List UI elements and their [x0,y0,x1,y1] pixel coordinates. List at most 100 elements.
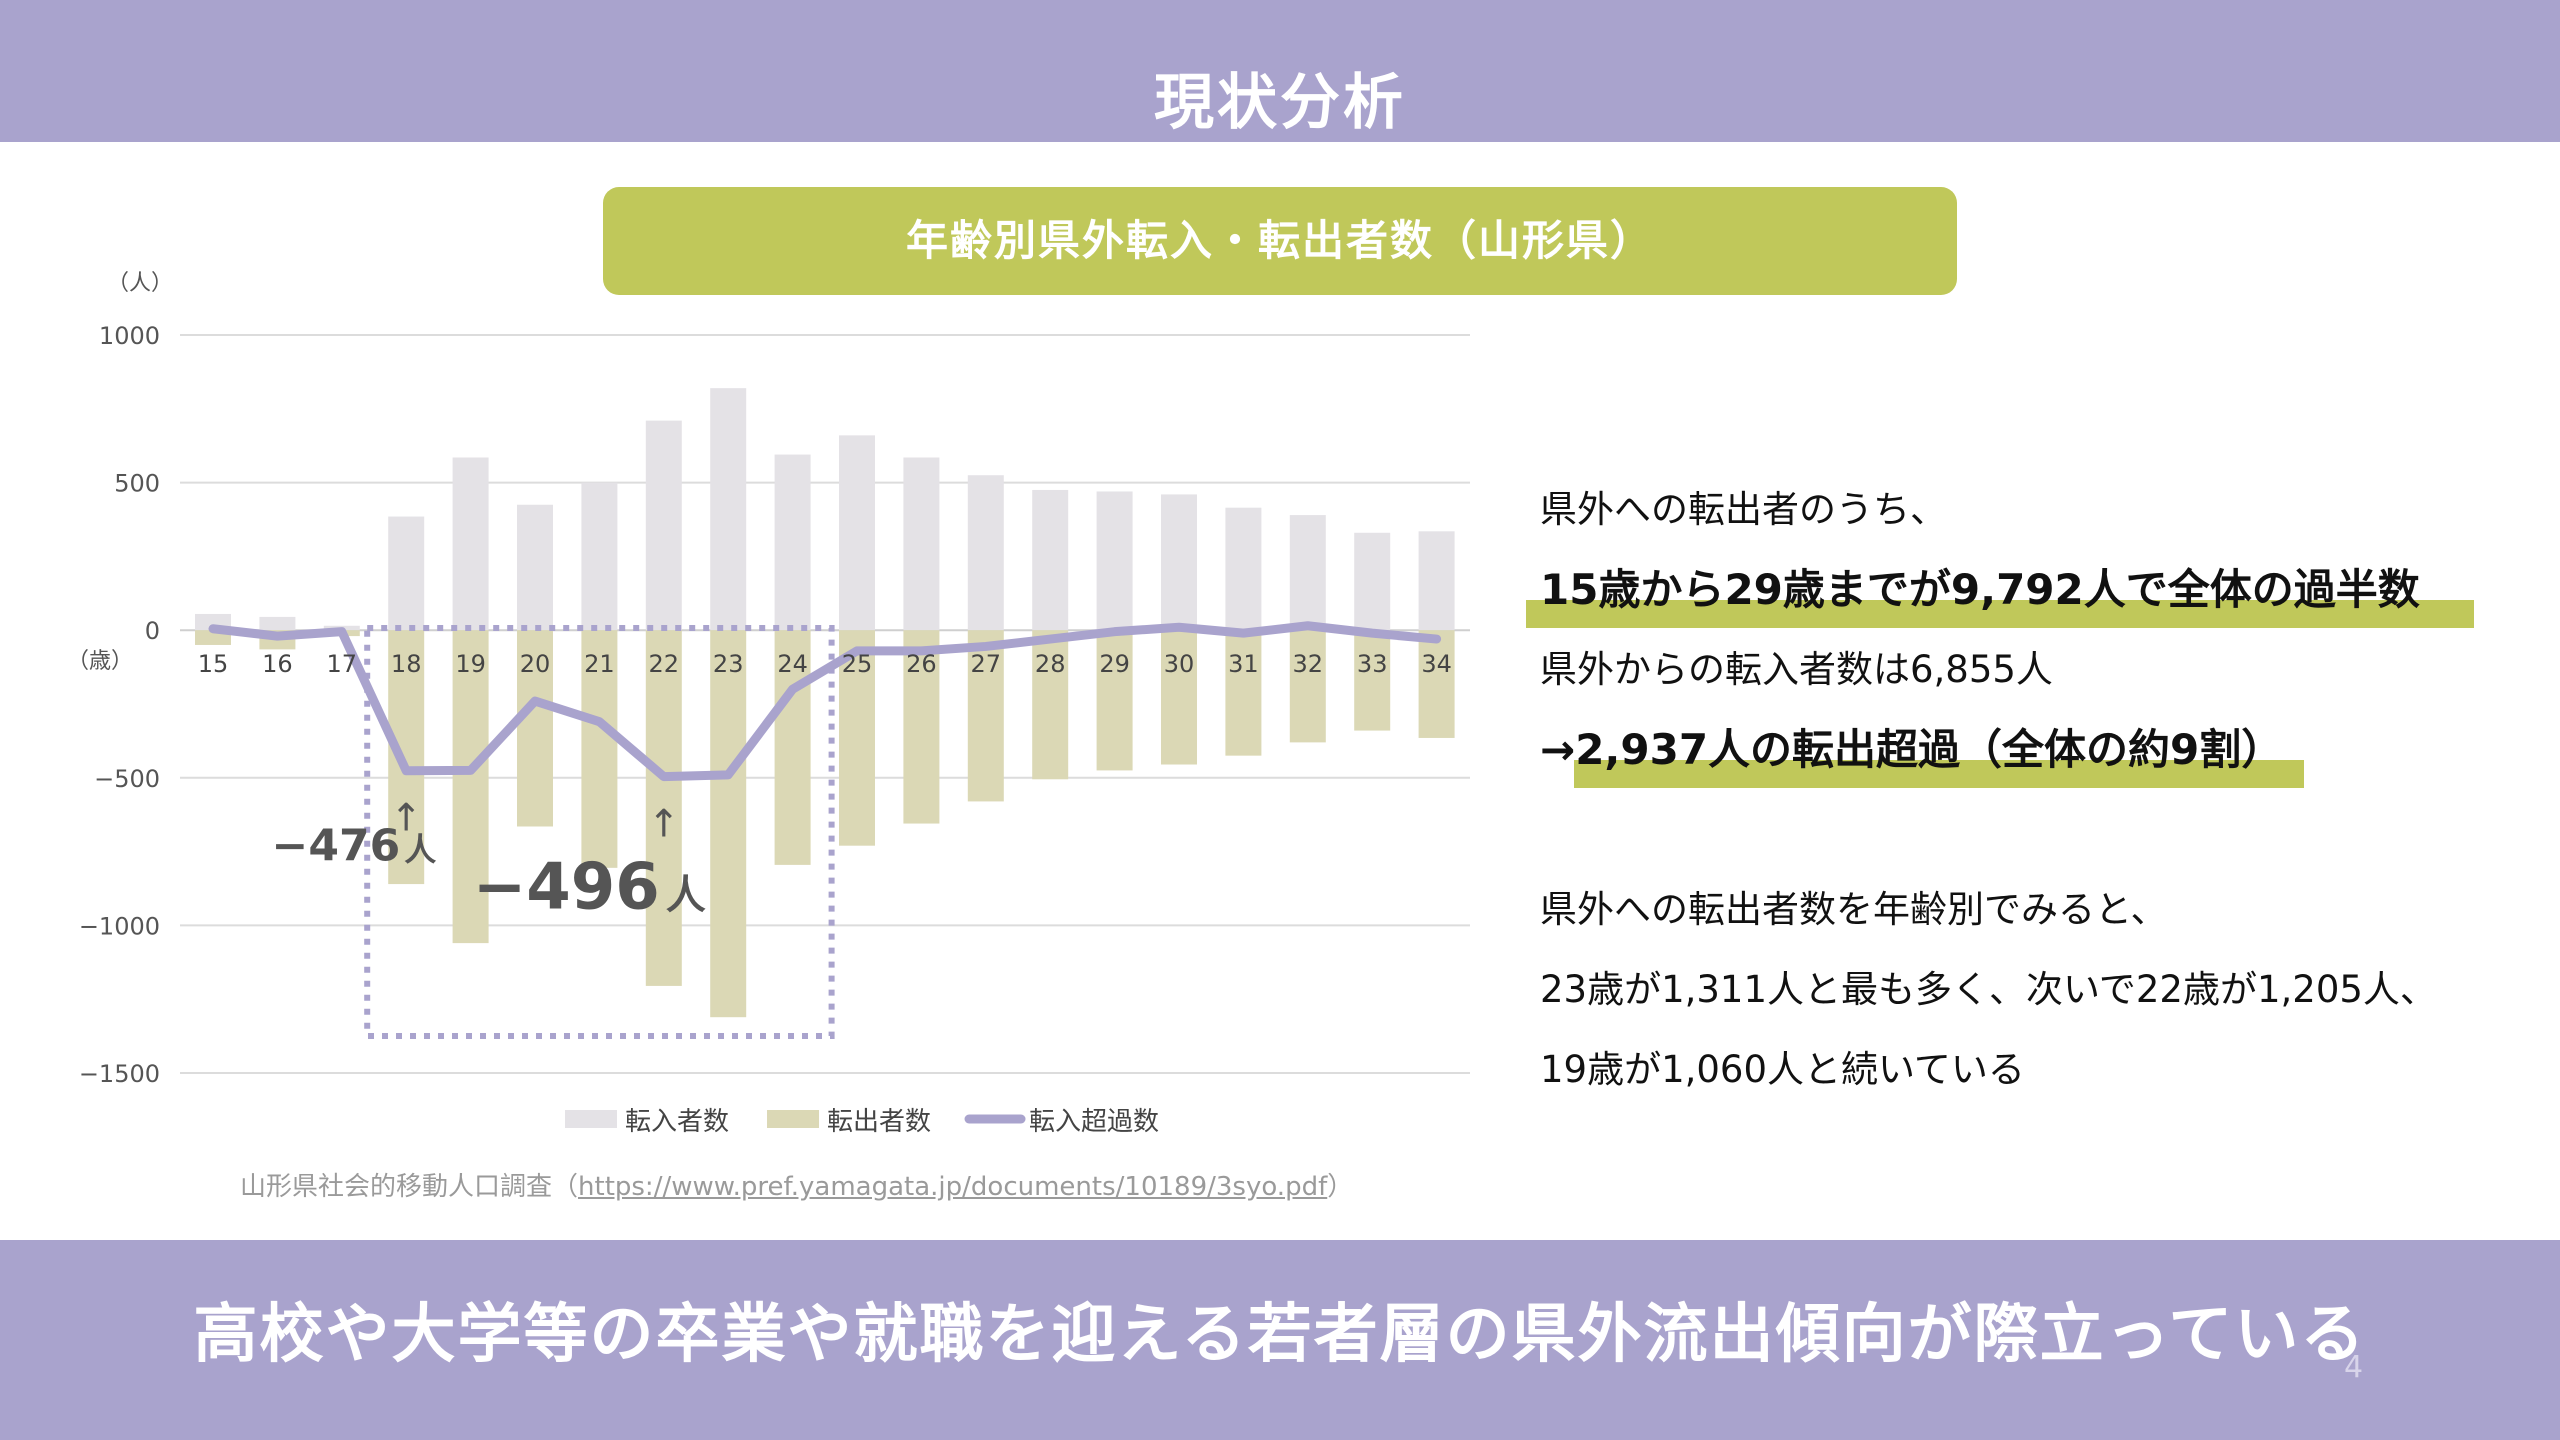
summary-line-3: 県外からの転入者数は6,855人 [1540,648,2053,691]
bar-転出者数-23 [710,630,747,1018]
legend-swatch-転入者数 [565,1110,617,1128]
legend-label-転出者数: 転出者数 [827,1107,931,1137]
x-tick-label: 15 [198,650,229,678]
bar-転入者数-25 [839,435,875,631]
x-tick-label: 32 [1293,650,1324,678]
footer-band: 高校や大学等の卒業や就職を迎える若者層の県外流出傾向が際立っている 4 [0,1240,2560,1440]
x-tick-label: 22 [649,650,680,678]
header-band: 現状分析 [0,0,2560,142]
highlight-box [364,625,835,1039]
summary-line-4: →2,937人の転出超過（全体の約9割） [1540,725,2284,774]
chart-title-pill: 年齢別県外転入・転出者数（山形県） [603,187,1957,295]
bar-転出者数-21 [581,630,618,868]
conclusion-message: 高校や大学等の卒業や就職を迎える若者層の県外流出傾向が際立っている [193,1298,2367,1372]
bar-転入者数-34 [1418,531,1455,631]
bar-転入者数-28 [1032,489,1069,631]
highlight-bar-2 [1574,760,2304,788]
bar-転出者数-19 [452,630,489,944]
bar-転出者数-31 [1225,630,1262,756]
bar-転入者数-20 [517,504,553,631]
x-tick-label: 19 [455,650,486,678]
bar-転出者数-22 [645,630,682,986]
y-tick-label: −500 [94,765,160,793]
bar-転入者数-18 [388,516,425,631]
y-tick-label: 0 [145,617,160,645]
highlight-bar-1 [1526,600,2474,628]
annotation-arrow: ↑ [390,796,422,840]
source-link[interactable]: https://www.pref.yamagata.jp/documents/1… [578,1172,1328,1202]
annotation-arrow: ↑ [648,802,680,846]
source-citation: 山形県社会的移動人口調査（https://www.pref.yamagata.j… [240,1166,1353,1203]
source-suffix: ） [1327,1172,1354,1202]
bar-転入者数-16 [259,616,296,631]
x-tick-label: 34 [1421,650,1452,678]
x-tick-label: 26 [906,650,937,678]
bar-転入者数-21 [581,482,618,631]
summary-line-6: 23歳が1,311人と最も多く、次いで22歳が1,205人、 [1540,968,2437,1011]
x-tick-label: 18 [391,650,422,678]
bar-転入者数-32 [1289,515,1326,631]
x-tick-label: 16 [262,650,293,678]
summary-line-7: 19歳が1,060人と続いている [1540,1048,2025,1091]
x-tick-label: 29 [1099,650,1130,678]
x-tick-label: 21 [584,650,615,678]
annotation-value: −496 [473,851,660,925]
x-tick-label: 24 [777,650,808,678]
bar-転出者数-32 [1289,630,1326,743]
legend-swatch-転出者数 [767,1110,820,1128]
y-tick-label: −1000 [79,912,160,940]
bar-転入者数-22 [645,420,682,631]
chart: 1000 500 0 −500 −1000 −1500 （人） （歳） 15 16 17 18 19 20… [67,271,1470,1137]
x-tick-label: 20 [520,650,551,678]
summary-line-4-wrap: →2,937人の転出超過（全体の約9割） [1540,710,2540,790]
summary-line-1: 県外への転出者のうち、 [1540,488,1947,531]
summary-line-2: 15歳から29歳までが9,792人で全体の過半数 [1540,565,2420,614]
bar-転入者数-26 [903,457,940,631]
x-unit-label: （歳） [67,649,133,674]
x-tick-label: 27 [971,650,1002,678]
annotation-unit: 人 [404,831,436,869]
legend-label-転入超過数: 転入超過数 [1029,1107,1159,1137]
x-tick-label: 30 [1164,650,1195,678]
summary-line-5: 県外への転出者数を年齢別でみると、 [1540,888,2168,931]
y-tick-label: −1500 [79,1060,160,1088]
bar-転出者数-34 [1418,630,1455,738]
line-転入超過数 [208,621,1442,782]
x-tick-label: 25 [842,650,873,678]
x-tick-label: 33 [1357,650,1388,678]
bar-転出者数-26 [903,630,940,824]
bar-転出者数-27 [967,630,1004,802]
bar-転入者数-27 [967,475,1004,631]
bar-転出者数-33 [1354,630,1391,731]
legend-label-転入者数: 転入者数 [625,1107,729,1137]
x-tick-label: 31 [1228,650,1259,678]
bar-転出者数-24 [774,630,811,865]
x-tick-label: 23 [713,650,744,678]
x-tick-label: 28 [1035,650,1066,678]
bar-転出者数-28 [1032,630,1069,780]
page-title: 現状分析 [1154,68,1406,138]
bar-転入者数-31 [1225,507,1262,631]
summary-text: 県外への転出者のうち、 15歳から29歳までが9,792人で全体の過半数 県外か… [1526,470,2540,1110]
bar-転出者数-29 [1096,630,1133,771]
bar-転出者数-30 [1161,630,1197,765]
annotation-value: −476 [271,821,400,872]
bar-転入者数-19 [452,457,489,631]
bar-転出者数-18 [388,630,425,885]
annotation-unit: 人 [666,873,706,919]
bar-転入者数-33 [1354,532,1391,631]
y-tick-label: 1000 [99,322,160,350]
y-tick-label: 500 [114,470,160,498]
y-unit-label: （人） [107,271,173,296]
summary-line-2-wrap: 15歳から29歳までが9,792人で全体の過半数 [1526,550,2540,630]
bar-転入者数-29 [1096,491,1133,631]
bar-転出者数-20 [517,630,553,827]
bar-転入者数-24 [774,454,811,631]
x-tick-label: 17 [327,650,358,678]
bar-転入者数-30 [1161,494,1197,631]
bar-転出者数-25 [839,630,875,846]
source-prefix: 山形県社会的移動人口調査（ [240,1172,579,1202]
bar-転入者数-23 [710,388,747,631]
chart-title: 年齢別県外転入・転出者数（山形県） [905,216,1654,265]
page-number: 4 [2344,1350,2364,1385]
